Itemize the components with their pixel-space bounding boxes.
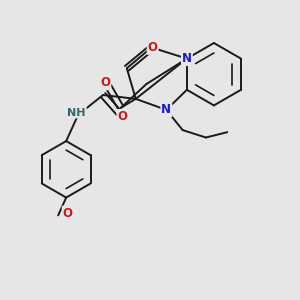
Text: N: N: [182, 52, 192, 65]
Text: O: O: [100, 76, 110, 89]
Text: O: O: [148, 41, 158, 54]
Text: N: N: [161, 103, 171, 116]
Text: O: O: [117, 110, 128, 123]
Text: O: O: [63, 206, 73, 220]
Text: NH: NH: [67, 108, 86, 118]
